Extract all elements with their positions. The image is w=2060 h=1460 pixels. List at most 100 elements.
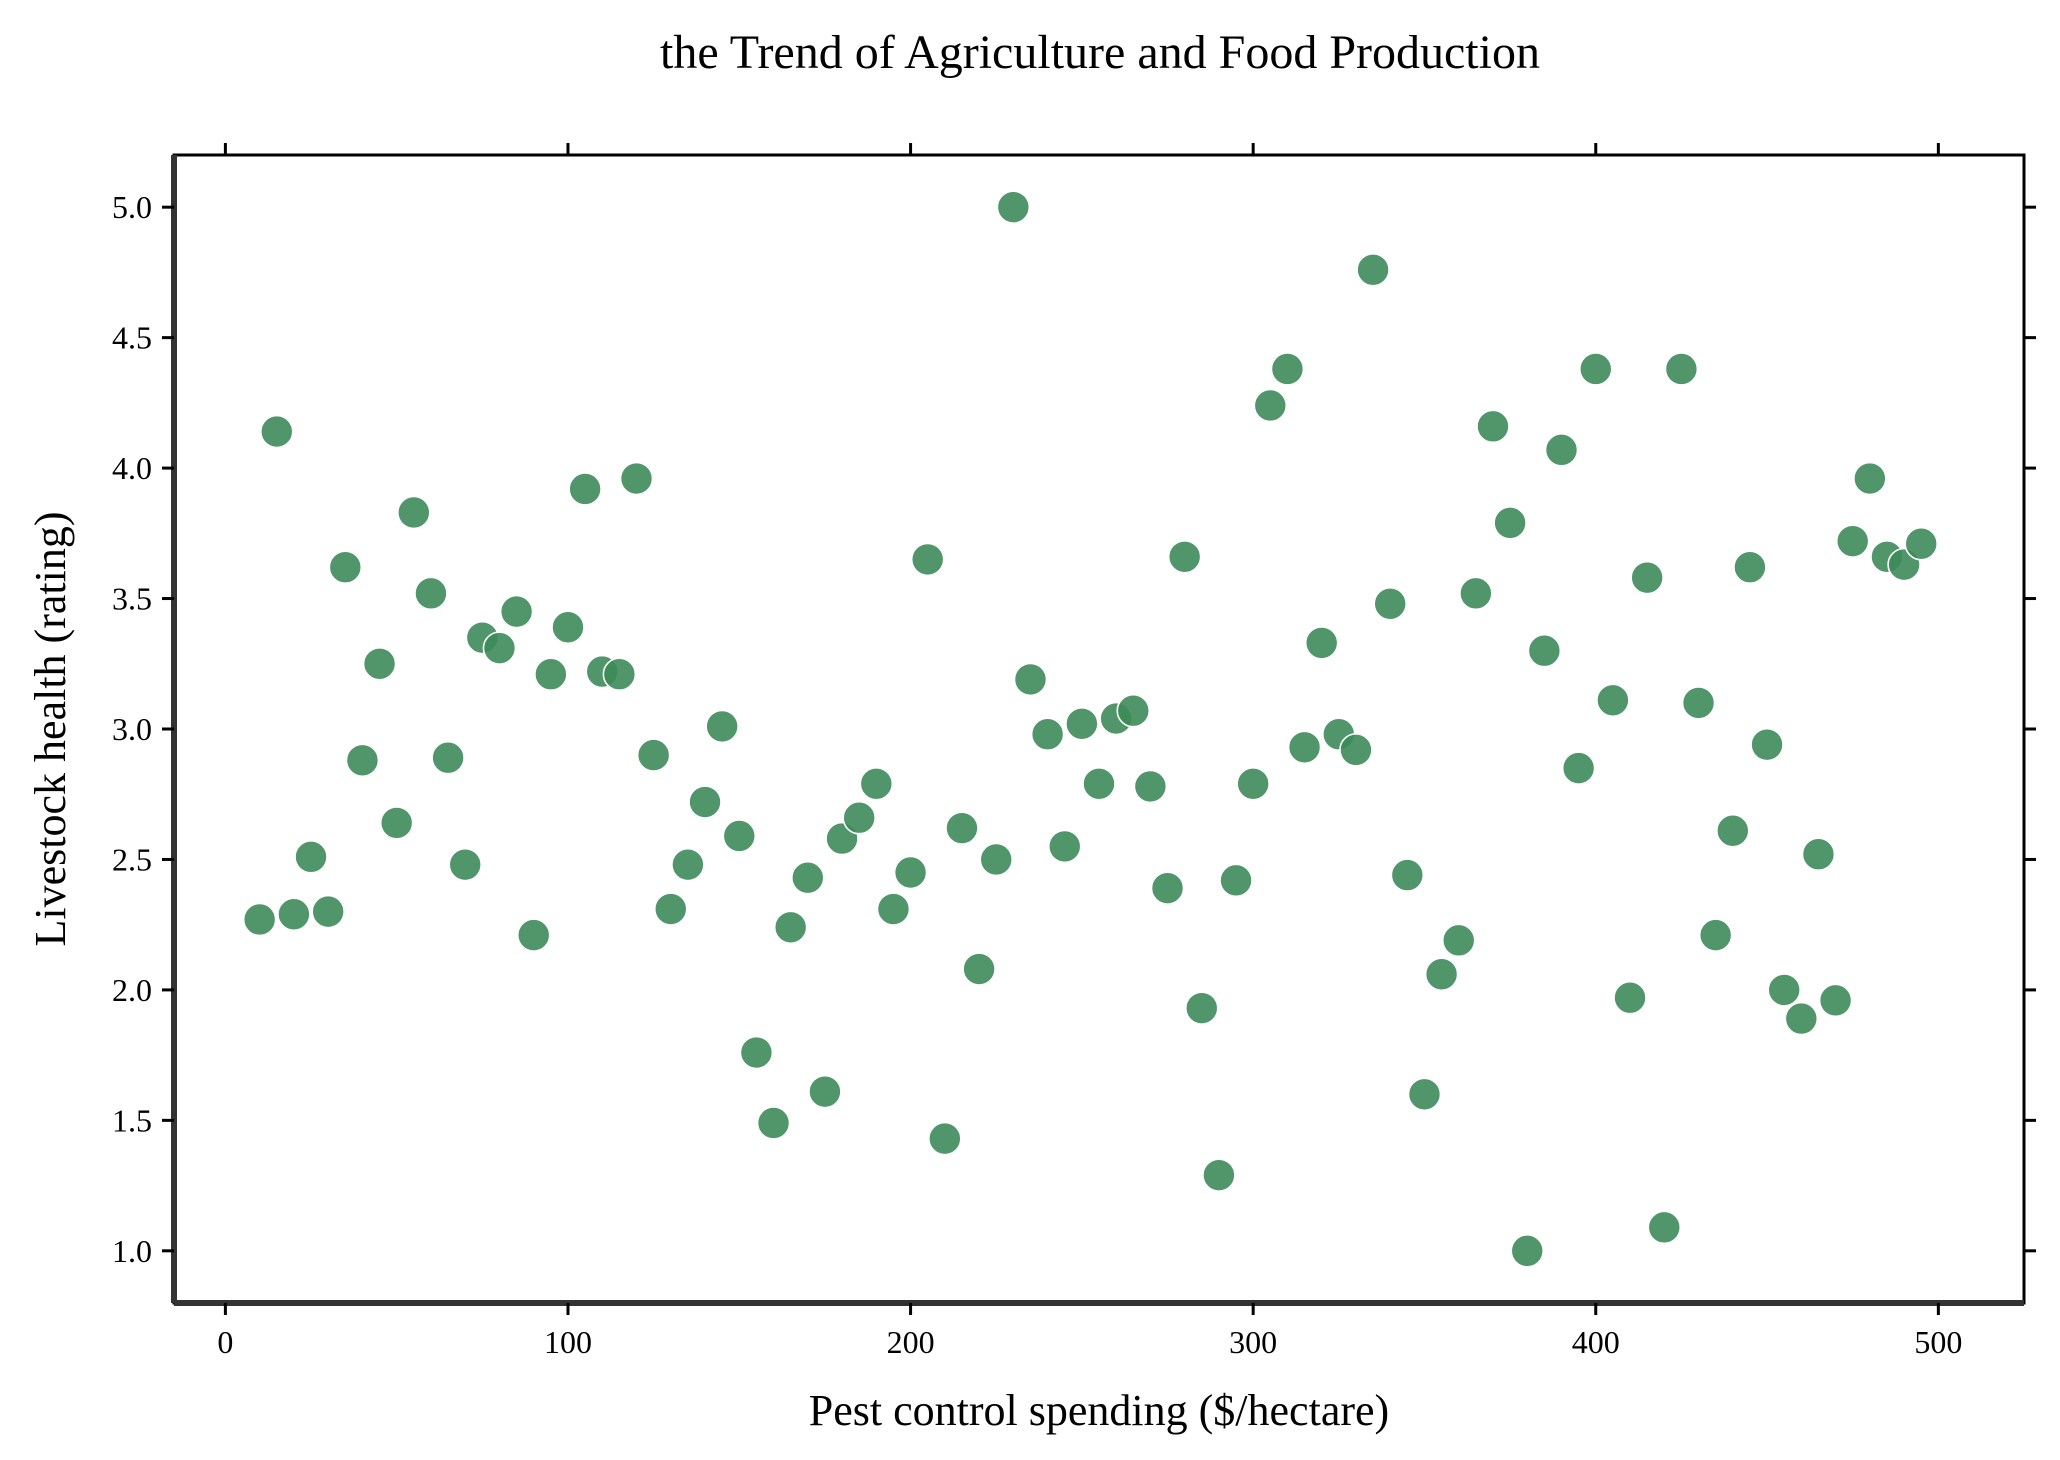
- data-point: [1613, 980, 1647, 1015]
- data-point: [1664, 352, 1699, 386]
- x-tick-label: 400: [1572, 1324, 1620, 1360]
- data-point: [568, 472, 602, 506]
- data-point: [1082, 766, 1116, 801]
- data-point: [242, 902, 277, 937]
- data-point: [1013, 662, 1048, 697]
- data-point: [808, 1074, 842, 1109]
- data-point: [619, 461, 654, 496]
- x-tick-label: 0: [217, 1324, 233, 1360]
- data-point: [1441, 923, 1476, 958]
- data-point: [277, 897, 311, 932]
- data-point: [1270, 352, 1305, 386]
- data-point: [1236, 766, 1270, 801]
- y-axis-ticks: 1.0 1.5 2.0 2.5 3.0 3.5 4.0 4.5 5.0: [112, 189, 2036, 1269]
- data-point: [1390, 858, 1425, 892]
- x-axis-label: Pest control spending ($/hectare): [809, 1386, 1389, 1435]
- data-point: [1801, 837, 1836, 872]
- data-point: [1596, 683, 1630, 718]
- data-point: [893, 855, 928, 890]
- data-point: [362, 646, 397, 681]
- data-point: [859, 766, 894, 801]
- x-axis-ticks: 0 100 200 300 400 500: [217, 143, 1962, 1360]
- chart-title: the Trend of Agriculture and Food Produc…: [660, 26, 1540, 79]
- data-point: [1510, 1234, 1545, 1268]
- data-point: [722, 819, 757, 853]
- data-point: [311, 894, 345, 929]
- data-point: [448, 847, 483, 882]
- data-point: [876, 892, 911, 926]
- data-point: [1373, 586, 1408, 621]
- y-tick-label: 1.0: [112, 1233, 152, 1269]
- data-point: [1065, 706, 1099, 741]
- data-point: [1407, 1077, 1442, 1112]
- data-point: [1167, 539, 1202, 574]
- data-point: [294, 840, 328, 874]
- data-point: [842, 800, 876, 835]
- x-tick-label: 200: [887, 1324, 935, 1360]
- y-tick-label: 5.0: [112, 189, 152, 225]
- data-point: [996, 190, 1031, 224]
- data-point: [1287, 730, 1322, 765]
- data-point: [705, 709, 739, 744]
- data-point: [1339, 733, 1373, 767]
- data-point: [739, 1035, 774, 1070]
- data-point: [945, 811, 979, 845]
- y-axis-label: Livestock health (rating): [26, 512, 75, 947]
- data-point: [1647, 1210, 1682, 1245]
- data-point: [516, 918, 551, 952]
- data-point: [910, 542, 945, 577]
- data-point: [345, 743, 380, 778]
- data-point: [1698, 918, 1733, 952]
- data-point: [1630, 560, 1664, 595]
- data-point: [414, 576, 448, 611]
- data-point: [1733, 550, 1767, 585]
- data-point: [534, 657, 568, 692]
- data-point: [328, 550, 363, 585]
- plot-frame: [172, 153, 2026, 1305]
- data-point: [1253, 388, 1288, 423]
- data-point: [1527, 633, 1562, 668]
- y-tick-label: 3.0: [112, 711, 152, 747]
- data-point: [1219, 863, 1253, 898]
- data-point: [653, 892, 688, 926]
- data-point: [1493, 506, 1527, 540]
- data-point: [1030, 717, 1065, 752]
- data-point: [1904, 526, 1939, 561]
- data-point: [1818, 983, 1853, 1018]
- data-point: [1459, 576, 1493, 611]
- y-tick-label: 1.5: [112, 1102, 152, 1138]
- data-point: [1184, 991, 1219, 1025]
- data-point: [790, 860, 825, 895]
- data-point: [962, 952, 996, 986]
- data-point: [379, 806, 414, 840]
- data-point: [636, 738, 671, 772]
- data-point: [602, 657, 637, 692]
- data-point: [499, 594, 534, 629]
- y-tick-label: 4.0: [112, 450, 152, 486]
- y-tick-label: 4.5: [112, 320, 152, 356]
- data-point: [773, 910, 808, 945]
- y-tick-label: 2.5: [112, 841, 152, 877]
- data-point: [1750, 727, 1784, 762]
- x-tick-label: 300: [1229, 1324, 1277, 1360]
- x-tick-label: 500: [1914, 1324, 1962, 1360]
- data-point: [979, 842, 1014, 877]
- data-point: [1767, 973, 1801, 1007]
- data-point: [259, 414, 294, 449]
- data-point: [397, 495, 431, 530]
- data-point: [1424, 957, 1459, 992]
- data-point: [1544, 433, 1579, 467]
- data-point: [671, 847, 705, 882]
- data-point: [688, 785, 722, 819]
- data-point: [1561, 751, 1596, 785]
- data-point: [1835, 524, 1870, 558]
- data-point: [1853, 461, 1887, 496]
- data-point: [1476, 409, 1510, 444]
- data-point: [1133, 769, 1168, 804]
- x-tick-label: 100: [544, 1324, 592, 1360]
- data-point: [1715, 813, 1750, 848]
- data-point: [1356, 252, 1390, 287]
- data-points: [242, 190, 1939, 1268]
- data-point: [928, 1121, 962, 1156]
